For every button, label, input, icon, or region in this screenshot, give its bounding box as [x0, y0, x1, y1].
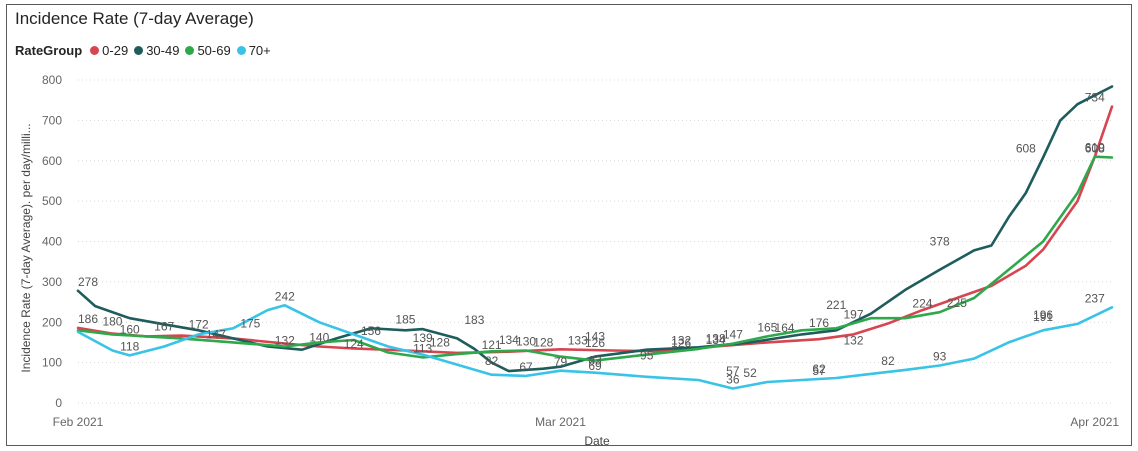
data-label-43: 62 — [812, 362, 826, 376]
legend-item-30-49[interactable]: 30-49 — [134, 43, 179, 58]
data-label-16: 128 — [430, 335, 450, 349]
data-label-56: 734 — [1085, 91, 1105, 105]
data-label-41: 164 — [775, 321, 795, 335]
data-label-28: 126 — [585, 336, 605, 350]
legend-item-0-29[interactable]: 0-29 — [90, 43, 128, 58]
series-line-0-29 — [76, 105, 1114, 355]
data-label-5: 167 — [154, 320, 174, 334]
data-label-0: 278 — [78, 275, 98, 289]
data-label-46: 197 — [843, 307, 863, 321]
data-label-51: 225 — [947, 296, 967, 310]
data-label-36: 57 — [726, 364, 740, 378]
y-tick-0: 0 — [55, 396, 62, 410]
legend-label-0-29: 0-29 — [102, 43, 129, 58]
data-label-40: 165 — [757, 320, 777, 334]
data-label-32: 132 — [671, 334, 691, 348]
data-label-47: 132 — [843, 334, 863, 348]
chart-title: Incidence Rate (7-day Average) — [15, 9, 254, 28]
legend-item-70-plus[interactable]: 70+ — [236, 43, 271, 58]
legend-label-70-plus: 70+ — [248, 43, 271, 58]
grid-lines — [78, 79, 1112, 404]
x-tick-1: Mar 2021 — [535, 415, 586, 429]
data-label-18: 183 — [464, 313, 484, 327]
x-tick-0: Feb 2021 — [53, 415, 104, 429]
data-label-33: 126 — [671, 336, 691, 350]
series-line-50-69 — [76, 155, 1114, 362]
data-label-38: 36 — [726, 372, 740, 386]
y-axis-title: Incidence Rate (7-day Average). per day/… — [19, 123, 33, 372]
data-label-9: 242 — [275, 289, 295, 303]
data-label-54: 196 — [1033, 308, 1053, 322]
data-label-22: 130 — [516, 335, 536, 349]
data-label-13: 156 — [361, 324, 381, 338]
data-label-39: 52 — [743, 366, 757, 380]
data-label-59: 237 — [1085, 291, 1105, 305]
data-label-58: 608 — [1085, 142, 1105, 156]
legend-dot-0-29 — [90, 46, 100, 55]
x-axis-title: Date — [584, 434, 610, 448]
y-tick-100: 100 — [42, 356, 62, 370]
data-label-52: 93 — [933, 349, 947, 363]
data-label-42: 176 — [809, 316, 829, 330]
data-label-14: 185 — [395, 312, 415, 326]
data-label-45: 221 — [826, 298, 846, 312]
data-label-21: 134 — [499, 333, 519, 347]
data-label-57: 610 — [1085, 141, 1105, 155]
y-axis-ticks: 0 100 200 300 400 500 600 700 800 — [42, 73, 62, 410]
data-label-12: 124 — [344, 337, 364, 351]
y-tick-400: 400 — [42, 235, 62, 249]
y-tick-800: 800 — [42, 73, 62, 87]
data-label-15: 139 — [413, 331, 433, 345]
data-label-11: 140 — [309, 330, 329, 344]
chart-legend: RateGroup 0-29 30-49 50-69 70+ — [15, 43, 277, 58]
data-label-55: 191 — [1033, 310, 1053, 324]
x-tick-2: Apr 2021 — [1070, 415, 1119, 429]
data-label-44: 57 — [812, 364, 826, 378]
data-label-37: 147 — [723, 328, 743, 342]
series-lines — [76, 85, 1114, 390]
y-tick-200: 200 — [42, 315, 62, 329]
data-label-8: 175 — [240, 316, 260, 330]
data-label-49: 224 — [912, 297, 932, 311]
data-label-31: 95 — [640, 349, 654, 363]
data-label-20: 82 — [485, 354, 499, 368]
legend-dot-70-plus — [236, 46, 246, 55]
data-label-48: 82 — [881, 354, 895, 368]
data-label-29: 69 — [588, 359, 602, 373]
legend-title: RateGroup — [15, 43, 83, 58]
y-tick-600: 600 — [42, 154, 62, 168]
y-tick-300: 300 — [42, 275, 62, 289]
data-label-53: 608 — [1016, 142, 1036, 156]
data-label-1: 186 — [78, 312, 98, 326]
legend-item-50-69[interactable]: 50-69 — [185, 43, 231, 58]
data-label-2: 180 — [102, 314, 122, 328]
series-line-70+ — [76, 304, 1114, 390]
data-label-24: 128 — [533, 335, 553, 349]
legend-label-30-49: 30-49 — [146, 43, 180, 58]
y-tick-500: 500 — [42, 194, 62, 208]
legend-dot-50-69 — [185, 46, 195, 55]
data-label-3: 160 — [120, 322, 140, 336]
legend-dot-30-49 — [134, 46, 144, 55]
data-label-23: 67 — [519, 360, 533, 374]
data-label-26: 133 — [568, 333, 588, 347]
data-label-6: 172 — [189, 318, 209, 332]
legend-label-50-69: 50-69 — [197, 43, 231, 58]
data-label-10: 132 — [275, 334, 295, 348]
data-label-17: 113 — [413, 341, 432, 355]
data-label-25: 79 — [554, 355, 568, 369]
data-label-30: 83 — [588, 353, 602, 367]
data-label-50: 378 — [930, 234, 950, 248]
data-label-7: 147 — [206, 328, 226, 342]
data-label-34: 138 — [706, 331, 726, 345]
data-label-4: 118 — [120, 339, 139, 353]
data-label-27: 143 — [585, 329, 605, 343]
x-axis-ticks: Feb 2021 Mar 2021 Apr 2021 — [53, 415, 1120, 429]
data-label-35: 134 — [706, 333, 726, 347]
data-label-19: 121 — [482, 338, 502, 352]
y-tick-700: 700 — [42, 113, 62, 127]
